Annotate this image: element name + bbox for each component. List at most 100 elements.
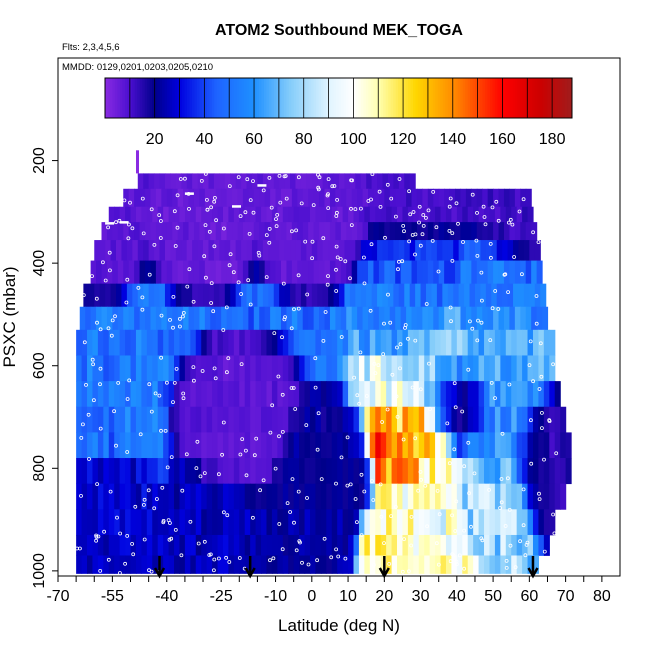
heatmap-cell [146,206,153,223]
heatmap-cell [489,406,496,433]
heatmap-cell [255,509,262,536]
colorbar-segment [514,78,518,118]
heatmap-cell [135,206,142,223]
heatmap-cell [485,240,492,261]
sample-dot [267,226,272,231]
heatmap-cell [538,329,545,356]
heatmap-cell [511,406,518,433]
heatmap-cell [277,432,284,459]
sample-dot [110,318,115,323]
heatmap-cell [228,509,235,536]
heatmap-cell [76,509,83,536]
heatmap-cell [261,483,268,510]
sample-dot [517,209,522,214]
heatmap-cell [400,260,407,285]
colorbar-segment [182,78,185,118]
heatmap-cell [467,206,474,223]
sample-dot [373,371,378,376]
colorbar-segment [373,78,377,118]
sample-dot [534,294,539,298]
heatmap-cell [117,222,124,241]
sample-dot [510,222,515,227]
heatmap-cell [206,555,213,574]
heatmap-cell [255,206,262,223]
colorbar-segment [286,78,290,118]
sample-dot [521,523,526,528]
heatmap-cell [250,355,257,382]
sample-dot [447,204,452,209]
heatmap-cell [407,329,414,356]
heatmap-cell [221,260,228,285]
sample-dot [372,361,377,366]
heatmap-cell [538,432,545,459]
heatmap-cell [502,283,509,308]
heatmap-cell [451,432,458,459]
heatmap-cell [288,329,295,356]
sample-dot [95,482,99,487]
heatmap-cell [342,381,349,408]
sample-dot [228,252,233,257]
sample-dot [466,367,471,372]
sample-dot [368,308,373,313]
heatmap-cell [375,329,382,356]
sample-dot [529,461,534,466]
heatmap-cell [141,432,148,459]
sample-dot [159,313,164,318]
heatmap-cell [166,260,173,285]
heatmap-cell [418,406,425,433]
heatmap-cell [364,355,371,382]
heatmap-cell [373,188,380,208]
heatmap-cell [228,381,235,408]
heatmap-cell [155,188,162,208]
heatmap-cell [114,509,121,536]
heatmap-cell [136,150,139,174]
heatmap-cell [128,188,135,208]
heatmap-cell [357,306,364,331]
heatmap-cell [141,458,148,485]
colorbar-segment [415,78,419,118]
heatmap-cell [261,432,268,459]
heatmap-cell [125,483,132,510]
heatmap-cell [500,483,507,510]
colorbar-segment [410,78,414,118]
colorbar-segment [363,78,367,118]
heatmap-cell [424,509,431,536]
heatmap-cell [239,406,246,433]
heatmap-cell [277,381,284,408]
sample-dot [191,378,196,383]
heatmap-cell [217,483,224,510]
heatmap-cell [445,406,452,433]
heatmap-cell [175,283,182,308]
heatmap-cell [157,355,164,382]
heatmap-cell [92,458,99,485]
heatmap-cell [206,206,213,223]
heatmap-cell [141,406,148,433]
heatmap-cell [81,432,88,459]
sample-dot [149,409,154,414]
heatmap-cell [94,240,101,261]
heatmap-cell [397,406,404,433]
heatmap-cell [288,206,295,223]
colorbar-segment [139,78,143,118]
sample-dot [413,252,417,257]
heatmap-cell [433,188,440,208]
sample-dot [196,541,201,546]
heatmap-cell [340,222,347,241]
heatmap-cell [358,329,365,356]
heatmap-cell [261,534,268,556]
heatmap-cell [308,222,315,241]
heatmap-cell [411,260,418,285]
sample-dot [138,432,143,437]
heatmap-cell [473,432,480,459]
sample-dot [311,203,316,208]
sample-dot [141,231,146,236]
heatmap-cell [397,206,404,223]
y-axis-label: PSXC (mbar) [0,266,19,367]
heatmap-cell [435,509,442,536]
heatmap-cell [163,355,170,382]
heatmap-cell [503,222,511,241]
heatmap-cell [538,381,545,408]
colorbar-segment [340,78,344,118]
heatmap-cell [489,329,496,356]
